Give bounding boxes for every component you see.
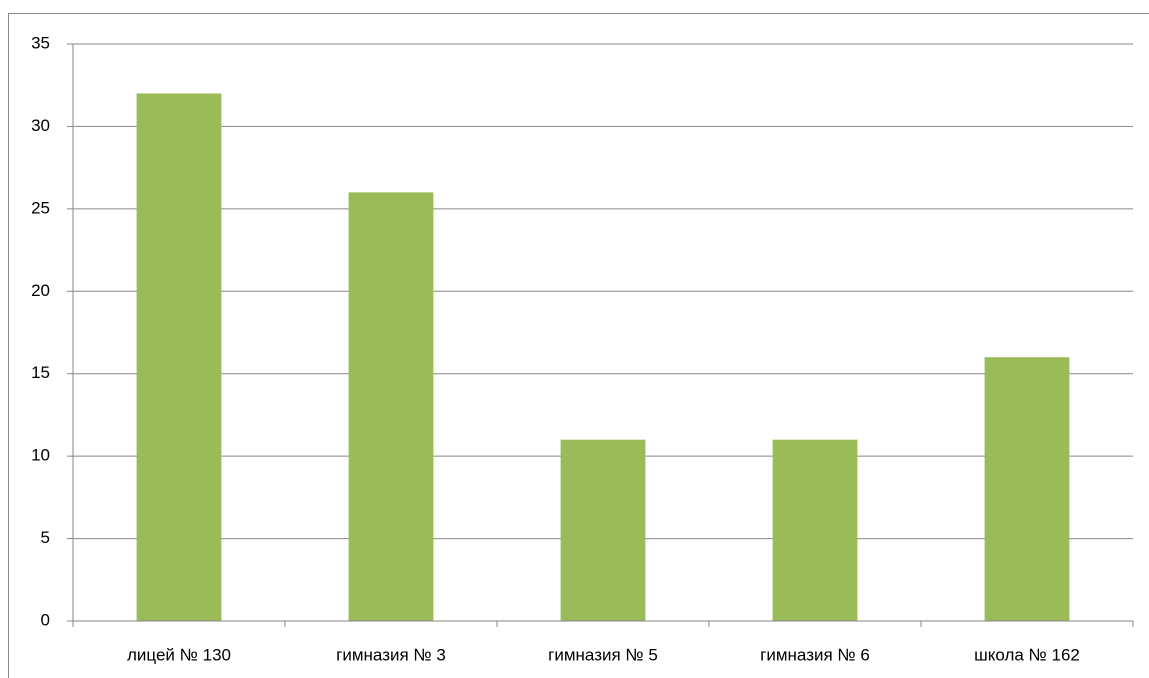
chart-border [8,13,1149,678]
y-tick-label: 20 [31,281,50,300]
bar [560,439,646,621]
y-tick-label: 30 [31,116,50,135]
x-tick-label: лицей № 130 [127,645,231,664]
bar [772,439,858,621]
y-tick-label: 5 [41,528,50,547]
y-tick-label: 15 [31,363,50,382]
y-tick-label: 10 [31,446,50,465]
x-tick-label: гимназия № 5 [548,645,658,664]
x-tick-label: гимназия № 6 [760,645,870,664]
bar [348,192,434,621]
x-tick-label: школа № 162 [974,645,1080,664]
y-tick-label: 35 [31,33,50,52]
bar [984,357,1070,621]
x-tick-label: гимназия № 3 [336,645,446,664]
y-tick-label: 25 [31,198,50,217]
bar [136,93,222,621]
y-tick-label: 0 [41,610,50,629]
